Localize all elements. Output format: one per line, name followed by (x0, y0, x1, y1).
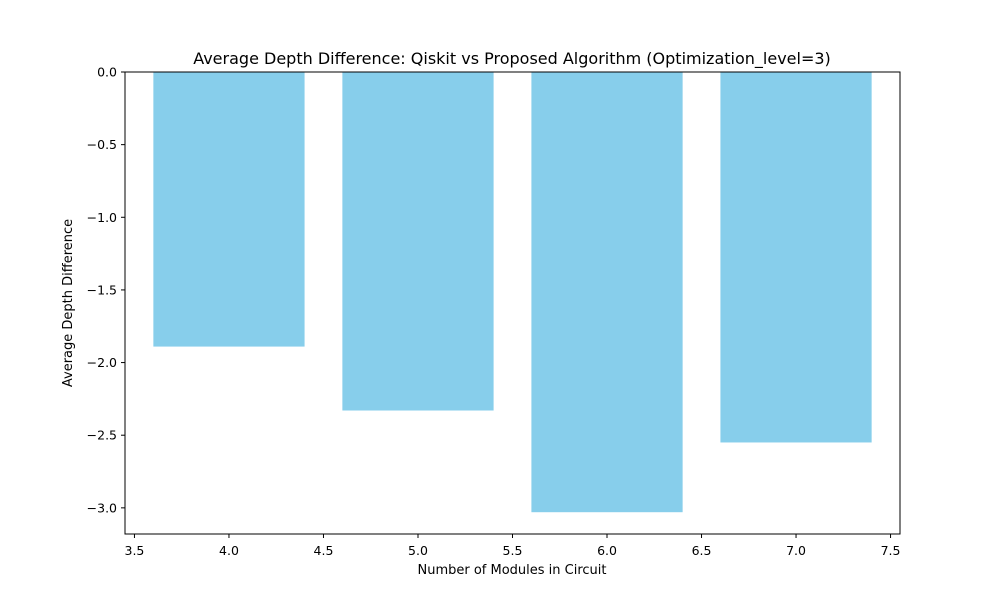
x-tick-label: 7.5 (881, 543, 901, 558)
chart-title: Average Depth Difference: Qiskit vs Prop… (193, 49, 831, 69)
y-tick-label: 0.0 (97, 65, 117, 80)
x-axis-ticks: 3.5 4.0 4.5 5.0 5.5 6.0 6.5 7.0 7.5 (125, 534, 901, 558)
bar-5 (342, 72, 494, 411)
y-tick-label: −1.5 (87, 282, 117, 297)
plot-frame (124, 71, 901, 535)
x-tick-label: 6.5 (692, 543, 712, 558)
x-tick-label: 3.5 (125, 543, 145, 558)
y-tick-label: −3.0 (87, 500, 117, 515)
x-tick-label: 5.0 (408, 543, 428, 558)
y-tick-label: −0.5 (87, 137, 117, 152)
bar-7 (720, 72, 872, 443)
x-tick-label: 4.5 (314, 543, 334, 558)
y-tick-label: −2.5 (87, 428, 117, 443)
y-axis-ticks: 0.0 −0.5 −1.0 −1.5 −2.0 −2.5 −3.0 (87, 65, 125, 515)
bar-6 (531, 72, 683, 513)
y-axis-label: Average Depth Difference (61, 219, 76, 387)
x-tick-label: 5.5 (503, 543, 523, 558)
bars-layer (153, 72, 872, 513)
bar-4 (153, 72, 305, 347)
y-tick-label: −2.0 (87, 355, 117, 370)
x-tick-label: 4.0 (219, 543, 239, 558)
x-tick-label: 6.0 (597, 543, 617, 558)
x-axis-label: Number of Modules in Circuit (417, 563, 606, 578)
x-tick-label: 7.0 (786, 543, 806, 558)
y-tick-label: −1.0 (87, 210, 117, 225)
